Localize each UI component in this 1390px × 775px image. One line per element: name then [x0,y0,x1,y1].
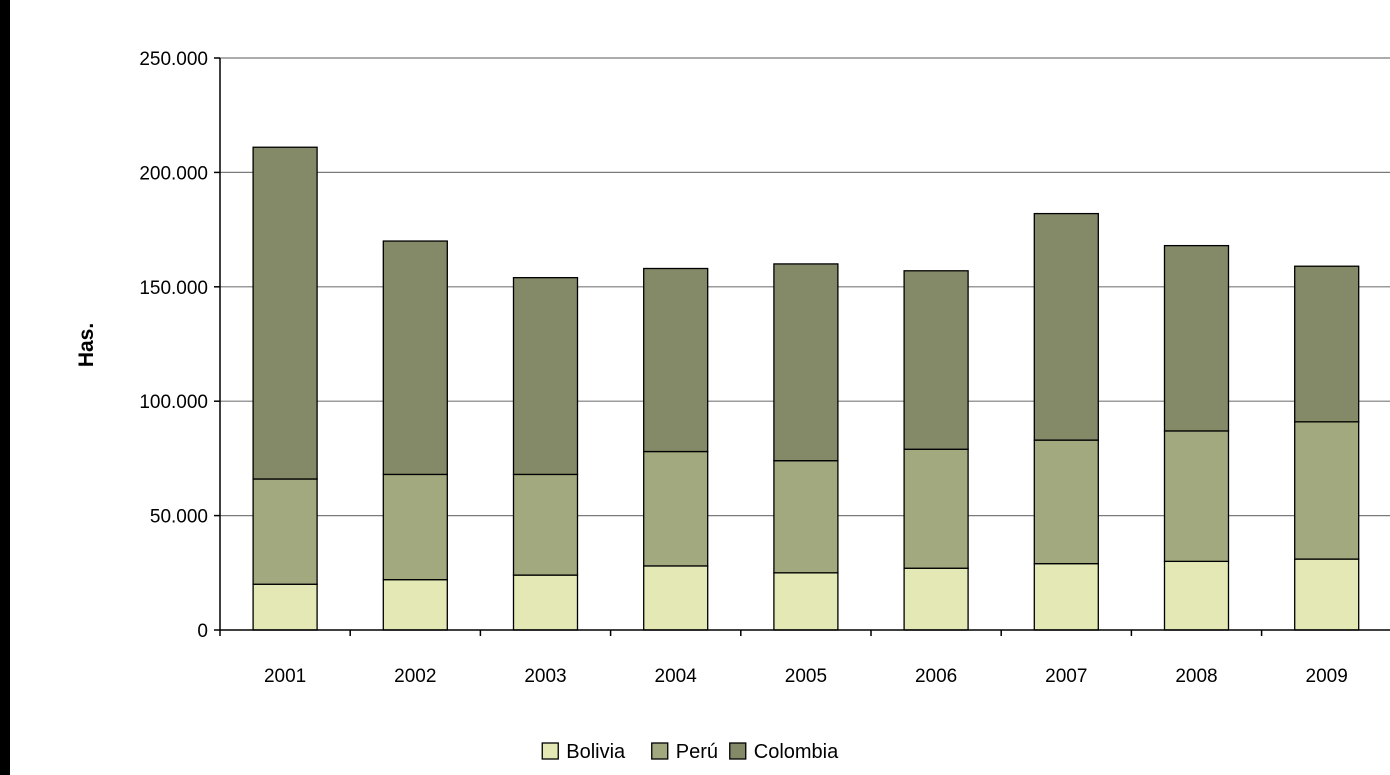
bar-per--2003 [512,473,579,576]
bar-per--2007 [1033,439,1099,565]
x-tick-label: 2005 [785,666,827,687]
y-tick-label: 100.000 [139,392,208,413]
bar-colombia-2002 [382,240,448,476]
bar-bolivia-2006 [903,567,969,631]
bar-per--2005 [773,460,839,574]
x-tick-label: 2004 [655,666,698,687]
bar-colombia-2005 [773,263,839,462]
y-axis-title: Has. [75,323,98,367]
x-tick-label: 2003 [524,666,566,687]
legend-label-bolivia: Bolivia [566,741,626,763]
y-tick-label: 150.000 [139,278,208,299]
bar-per--2009 [1294,421,1360,560]
legend: Bolivia Perú Colombia [541,741,839,763]
bar-bolivia-2007 [1033,562,1099,631]
x-tick-label: 2002 [394,666,436,687]
bar-colombia-2008 [1163,244,1230,432]
legend-swatch-bolivia [541,742,559,760]
legend-swatch-per- [651,742,669,760]
y-tick-label: 200.000 [139,163,208,184]
bar-per--2001 [252,478,318,585]
bar-colombia-2006 [903,270,969,450]
bar-bolivia-2004 [643,565,709,631]
legend-label-per-: Perú [676,741,718,763]
y-tick-label: 50.000 [150,507,208,528]
bar-per--2002 [382,473,448,581]
bar-bolivia-2001 [252,583,318,631]
bar-colombia-2003 [512,276,579,476]
bar-per--2006 [903,448,969,569]
stacked-bar-chart: 0 50.000 100.000 150.000 200.000 250.000 2001… [75,49,1390,763]
x-tick-label: 2006 [915,666,957,687]
x-tick-label: 2008 [1175,666,1217,687]
x-tick-label: 2009 [1306,666,1348,687]
x-tick-labels: 2001 2002 2003 2004 2005 2006 2007 2008 2009 [264,666,1348,687]
chart-container: 0 50.000 100.000 150.000 200.000 250.000 2001… [10,0,1390,775]
bar-bolivia-2003 [512,574,579,631]
bar-bolivia-2009 [1294,558,1360,631]
bar-per--2008 [1163,430,1230,563]
legend-label-colombia: Colombia [754,741,839,763]
bar-colombia-2004 [643,267,709,453]
bar-bolivia-2008 [1163,560,1230,631]
legend-swatch-colombia [729,742,747,760]
x-tick-label: 2001 [264,666,306,687]
y-tick-label: 250.000 [139,49,208,70]
bar-colombia-2009 [1294,265,1360,423]
bars [252,146,1360,631]
x-tick-label: 2007 [1045,666,1087,687]
bar-bolivia-2002 [382,579,448,631]
axes [214,57,1390,636]
bar-colombia-2001 [252,146,318,480]
y-tick-label: 0 [197,621,208,642]
bar-bolivia-2005 [773,572,839,631]
bar-per--2004 [643,450,709,567]
bar-colombia-2007 [1033,212,1099,441]
y-tick-labels: 0 50.000 100.000 150.000 200.000 250.000 [139,49,208,642]
